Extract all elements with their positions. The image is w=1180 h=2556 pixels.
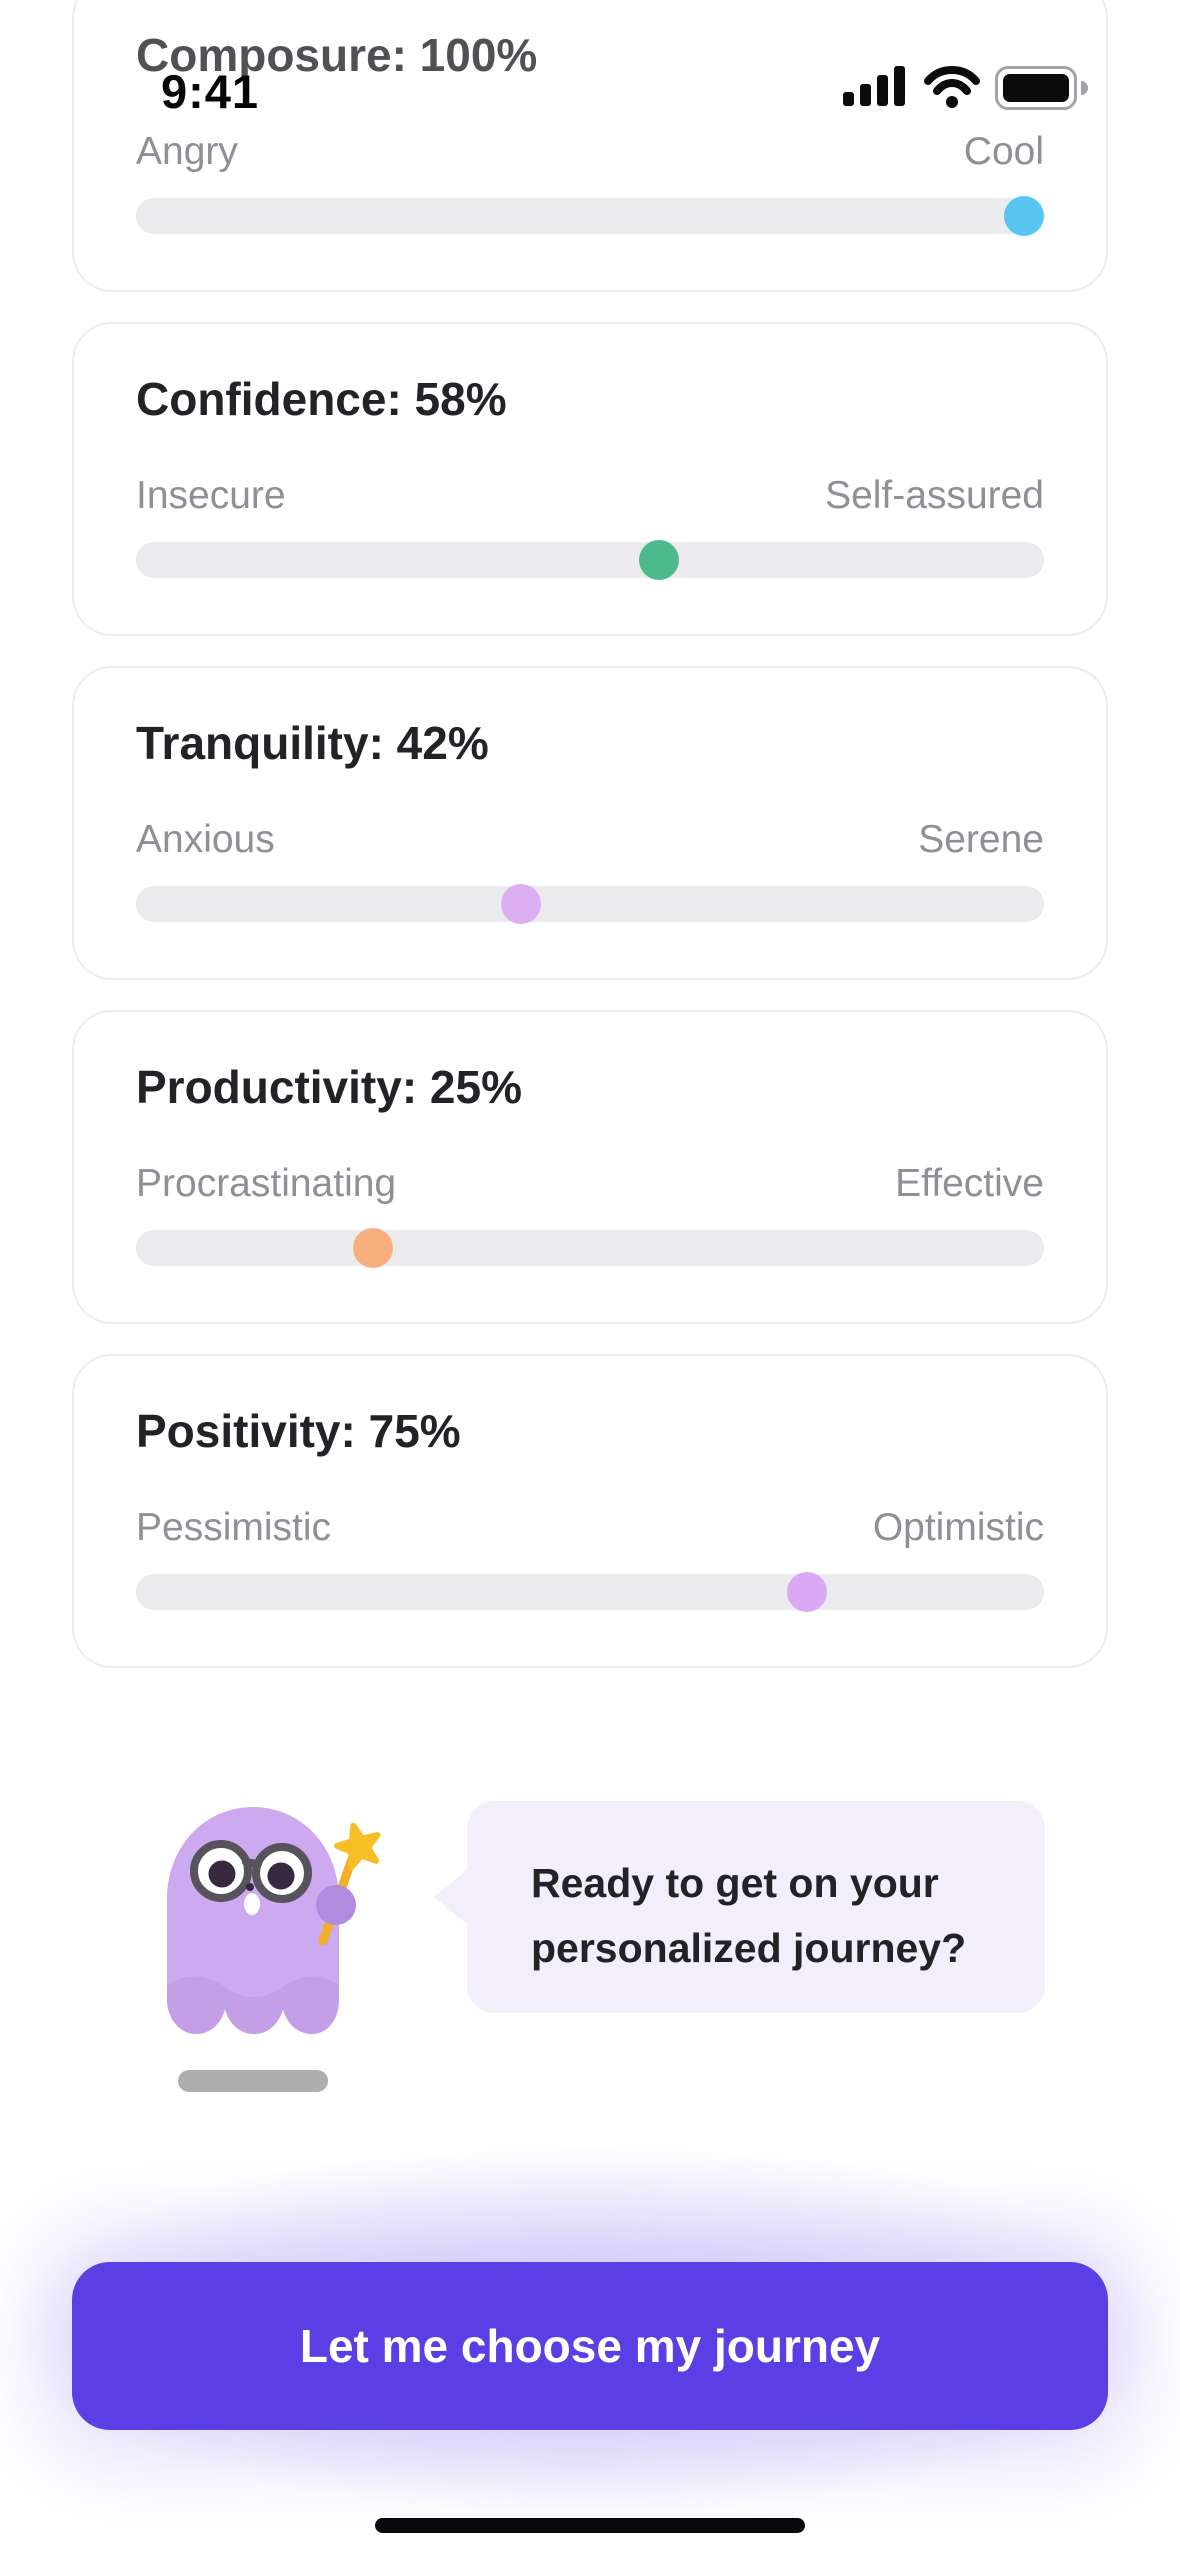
slider-thumb[interactable] [353,1228,393,1268]
trait-title: Tranquility: 42% [136,717,489,769]
wand-star [334,1822,381,1871]
speech-line-2: personalized journey? [531,1925,967,1971]
ghost-right-pupil [267,1862,295,1890]
trait-title: Positivity: 75% [136,1405,461,1457]
trait-slider[interactable] [136,1570,1044,1614]
slider-thumb[interactable] [639,540,680,580]
ghost-shadow [178,2070,328,2092]
slider-track[interactable] [136,542,1044,578]
slider-min-label: Insecure [136,474,286,517]
trait-card-confidence: Confidence: 58% Insecure Self-assured [72,322,1108,636]
slider-max-label: Self-assured [825,474,1044,517]
slider-max-label: Effective [895,1162,1044,1205]
status-bar-time: 9:41 [160,65,260,118]
ghost-body-shade [167,1976,339,2034]
ghost-hand [316,1885,356,1925]
trait-slider[interactable] [136,1226,1044,1270]
choose-journey-button[interactable]: Let me choose my journey [72,2262,1108,2430]
trait-title: Composure: 100% [136,29,538,81]
trait-title: Confidence: 58% [136,373,507,425]
ghost-mouth [244,1893,260,1915]
slider-thumb[interactable] [500,884,541,924]
speech-bubble: Ready to get on your personalized journe… [434,1801,1045,2013]
slider-thumb[interactable] [1004,196,1044,236]
slider-track[interactable] [136,1574,1044,1610]
ghost-mascot-illustration [167,1807,381,2034]
trait-slider[interactable] [136,194,1044,238]
trait-slider[interactable] [136,882,1044,926]
trait-slider[interactable] [136,538,1044,582]
slider-min-label: Angry [136,130,238,173]
trait-card-positivity: Positivity: 75% Pessimistic Optimistic [72,1354,1108,1668]
speech-bubble-tail [434,1869,468,1925]
trait-card-tranquility: Tranquility: 42% Anxious Serene [72,666,1108,980]
slider-min-label: Pessimistic [136,1506,332,1549]
glasses-bridge [242,1858,262,1868]
slider-track[interactable] [136,198,1044,234]
slider-max-label: Optimistic [872,1506,1044,1549]
slider-min-label: Anxious [136,818,275,861]
slider-track[interactable] [136,1230,1044,1266]
trait-title: Productivity: 25% [136,1061,522,1113]
slider-max-label: Cool [963,130,1044,173]
wifi-icon [924,66,980,108]
battery-fill [1003,74,1069,102]
battery-nub [1081,81,1088,95]
cellular-signal-icon [843,66,905,106]
slider-max-label: Serene [918,818,1044,861]
speech-line-1: Ready to get on your [531,1860,939,1906]
ghost-left-pupil [208,1860,236,1888]
trait-card-productivity: Productivity: 25% Procrastinating Effect… [72,1010,1108,1324]
slider-track[interactable] [136,886,1044,922]
ghost-nose [246,1883,254,1891]
home-indicator[interactable] [375,2518,805,2533]
battery-icon [995,66,1077,110]
slider-thumb[interactable] [787,1572,827,1612]
trait-card-composure: Composure: 100% Angry Cool [72,0,1108,292]
slider-min-label: Procrastinating [136,1162,397,1205]
